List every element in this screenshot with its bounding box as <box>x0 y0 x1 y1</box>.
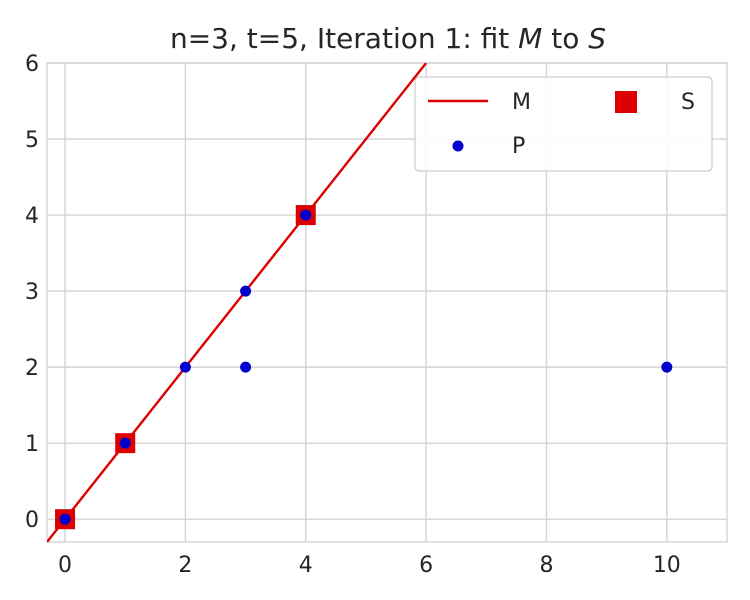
y-tick-label: 1 <box>25 432 39 457</box>
chart-title: n=3, t=5, Iteration 1: fit M to S <box>170 22 606 55</box>
series-p-point <box>300 209 312 221</box>
legend: MP S <box>414 76 713 172</box>
series-p-point <box>119 437 131 449</box>
x-tick-label: 0 <box>58 553 72 578</box>
x-tick-label: 8 <box>539 553 553 578</box>
legend-p-swatch <box>452 140 464 152</box>
title-var-m: M <box>518 22 542 55</box>
x-tick-label: 4 <box>299 553 313 578</box>
legend-s-label: S <box>681 90 695 115</box>
series-p-point <box>59 513 71 525</box>
series-p-point <box>240 285 252 297</box>
x-tick-label: 6 <box>419 553 433 578</box>
legend-box <box>414 76 713 172</box>
series-p-point <box>661 361 673 373</box>
plot-frame <box>46 62 728 543</box>
series-layer <box>47 63 673 542</box>
y-tick-label: 2 <box>25 356 39 381</box>
title-prefix: n=3, t=5, Iteration 1: fit <box>170 22 518 55</box>
legend-s-swatch <box>615 91 637 113</box>
legend-m-label: M <box>512 90 531 115</box>
x-tick-label: 2 <box>178 553 192 578</box>
y-tick-label: 0 <box>25 508 39 533</box>
y-tick-label: 4 <box>25 204 39 229</box>
tick-labels: 0 2 4 6 8 10 0 1 2 3 4 5 6 <box>25 52 681 578</box>
series-p-point <box>240 361 252 373</box>
legend-p-label: P <box>512 134 525 159</box>
x-tick-label: 10 <box>653 553 681 578</box>
title-var-s: S <box>588 22 606 55</box>
plot-border <box>46 62 728 543</box>
title-middle: to <box>542 22 588 55</box>
y-tick-label: 6 <box>25 52 39 77</box>
series-m-line <box>47 63 428 542</box>
series-p-point <box>179 361 191 373</box>
y-tick-label: 5 <box>25 128 39 153</box>
y-tick-label: 3 <box>25 280 39 305</box>
